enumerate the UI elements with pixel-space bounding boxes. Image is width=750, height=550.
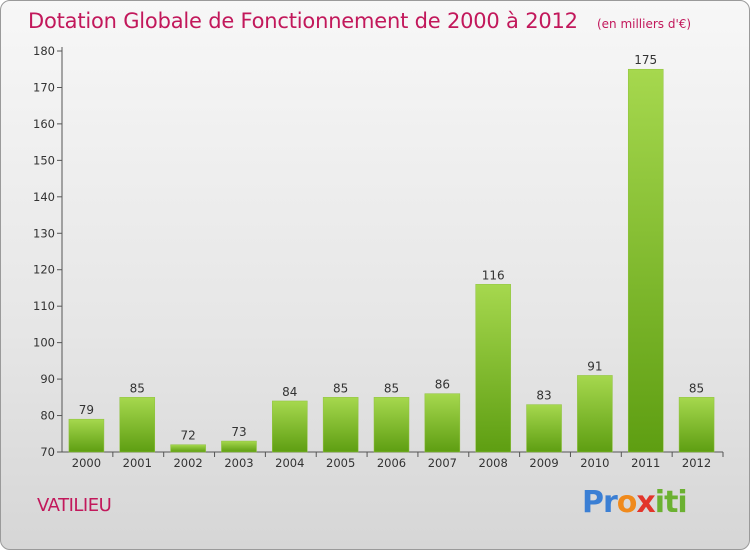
- y-tick-label: 160: [33, 117, 55, 131]
- y-tick-label: 100: [33, 336, 55, 350]
- x-tick-label-2009: 2009: [529, 456, 558, 470]
- y-tick-label: 130: [33, 226, 55, 240]
- data-label-2005: 85: [333, 381, 348, 395]
- bar-2006: [373, 397, 410, 453]
- x-tick-label-2007: 2007: [428, 456, 457, 470]
- data-label-2001: 85: [130, 381, 145, 395]
- data-label-2006: 85: [384, 381, 399, 395]
- commune-name: VATILIEU: [37, 495, 112, 516]
- bar-2012: [678, 397, 715, 453]
- y-tick-label: 90: [40, 372, 55, 386]
- bar-2003: [221, 440, 257, 453]
- bar-2010: [577, 375, 613, 453]
- data-label-2003: 73: [231, 425, 246, 439]
- y-tick-label: 120: [33, 263, 55, 277]
- y-axis: 70 80 90 100 110 120 130 140 150 160 170 180: [33, 44, 63, 459]
- x-tick-label-2003: 2003: [224, 456, 253, 470]
- y-tick-label: 140: [33, 190, 55, 204]
- chart-title: Dotation Globale de Fonctionnement de 20…: [28, 9, 578, 33]
- y-tick-label: 150: [33, 153, 55, 167]
- y-tick-label: 180: [33, 44, 55, 58]
- data-label-2004: 84: [282, 385, 297, 399]
- bar-2007: [424, 393, 461, 453]
- bar-2005: [322, 397, 359, 453]
- x-tick-label-2010: 2010: [580, 456, 609, 470]
- data-label-2007: 86: [435, 378, 450, 392]
- x-tick-label-2001: 2001: [123, 456, 152, 470]
- x-tick-label-2004: 2004: [275, 456, 304, 470]
- data-label-2012: 85: [689, 381, 704, 395]
- x-axis: 2000 2001 2002 2003 2004 2005 2006 2007 2008 2009…: [62, 451, 724, 470]
- bar-2008: [475, 284, 511, 453]
- x-tick-label-2005: 2005: [326, 456, 355, 470]
- bar-2001: [119, 397, 156, 453]
- y-tick-label: 170: [33, 80, 55, 94]
- bar-2004: [272, 400, 308, 453]
- bar-2011: [627, 68, 664, 453]
- x-tick-label-2006: 2006: [377, 456, 406, 470]
- x-tick-label-2011: 2011: [631, 456, 660, 470]
- chart-subtitle: (en milliers d'€): [596, 17, 692, 31]
- bar-2009: [526, 404, 562, 453]
- title-row: Dotation Globale de Fonctionnement de 20…: [28, 9, 691, 33]
- y-tick-label: 110: [33, 299, 55, 313]
- y-tick-label: 80: [40, 409, 55, 423]
- data-label-2002: 72: [180, 429, 195, 443]
- data-label-2010: 91: [587, 359, 602, 373]
- x-tick-label-2002: 2002: [173, 456, 202, 470]
- data-label-2000: 79: [79, 403, 94, 417]
- data-label-2009: 83: [536, 389, 551, 403]
- bar-2002: [170, 444, 206, 453]
- x-tick-label-2000: 2000: [72, 456, 101, 470]
- y-tick-label: 70: [40, 445, 55, 459]
- data-label-2011: 175: [634, 53, 657, 67]
- data-label-2008: 116: [482, 268, 505, 282]
- proxiti-logo: Proxiti: [582, 485, 688, 520]
- x-tick-label-2012: 2012: [682, 456, 711, 470]
- bar-2000: [68, 418, 105, 453]
- bars: 79 85 72 73 84 85 85 86 116 83 91 175 85: [68, 53, 715, 453]
- x-tick-label-2008: 2008: [479, 456, 508, 470]
